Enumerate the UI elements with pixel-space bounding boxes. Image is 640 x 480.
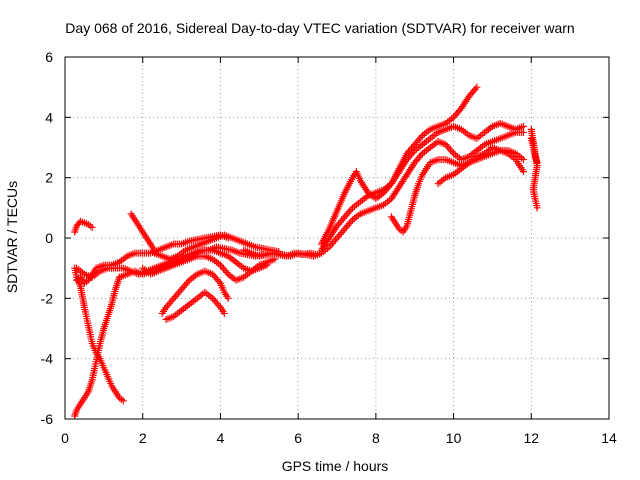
y-tick-label: 0 bbox=[45, 230, 53, 246]
series-track-6 bbox=[127, 210, 158, 254]
data-point bbox=[473, 83, 481, 91]
data-point bbox=[533, 204, 541, 212]
x-tick-label: 2 bbox=[139, 430, 147, 446]
plot-frame bbox=[64, 56, 610, 420]
series-track-11 bbox=[139, 252, 279, 284]
series-track-10 bbox=[162, 288, 228, 323]
y-tick-label: 2 bbox=[45, 170, 53, 186]
data-points bbox=[71, 83, 541, 420]
data-point bbox=[520, 128, 528, 136]
y-axis-label: SDTVAR / TECUs bbox=[4, 181, 20, 293]
series-track-2 bbox=[71, 264, 127, 405]
x-axis-label: GPS time / hours bbox=[282, 458, 389, 474]
y-tick-label: -2 bbox=[41, 290, 54, 306]
data-point bbox=[220, 309, 228, 317]
x-tick-label: 8 bbox=[372, 430, 380, 446]
data-point bbox=[410, 160, 418, 168]
data-point bbox=[520, 156, 528, 164]
x-tick-label: 10 bbox=[446, 430, 462, 446]
y-tick-label: -4 bbox=[41, 351, 54, 367]
data-point bbox=[119, 397, 127, 405]
series-track-9 bbox=[158, 267, 232, 317]
x-tick-label: 14 bbox=[601, 430, 617, 446]
series-track-19 bbox=[527, 134, 541, 167]
data-point bbox=[520, 168, 528, 176]
y-tick-label: 4 bbox=[45, 109, 53, 125]
y-tick-label: 6 bbox=[45, 49, 53, 65]
data-point bbox=[402, 157, 410, 165]
chart-title: Day 068 of 2016, Sidereal Day-to-day VTE… bbox=[65, 20, 574, 36]
x-tick-labels: 0 2 4 6 8 10 12 14 bbox=[61, 430, 617, 446]
data-point bbox=[224, 294, 232, 302]
x-tick-label: 4 bbox=[217, 430, 225, 446]
series-track-3 bbox=[71, 273, 123, 420]
series-track-17 bbox=[434, 144, 528, 188]
series-track-14 bbox=[317, 119, 528, 254]
x-tick-label: 0 bbox=[61, 430, 69, 446]
data-point bbox=[271, 255, 279, 263]
y-tick-label: -6 bbox=[41, 411, 54, 427]
x-tick-label: 12 bbox=[523, 430, 539, 446]
series-track-15 bbox=[317, 128, 528, 257]
series-track-1 bbox=[71, 217, 96, 236]
data-point bbox=[332, 224, 340, 232]
x-tick-label: 6 bbox=[294, 430, 302, 446]
data-point bbox=[464, 94, 472, 102]
data-point bbox=[520, 122, 528, 130]
data-point bbox=[533, 159, 541, 167]
series-track-16 bbox=[387, 147, 528, 236]
data-point bbox=[363, 187, 371, 195]
y-tick-labels: -6 -4 -2 0 2 4 6 bbox=[41, 49, 54, 427]
data-point bbox=[88, 223, 96, 231]
